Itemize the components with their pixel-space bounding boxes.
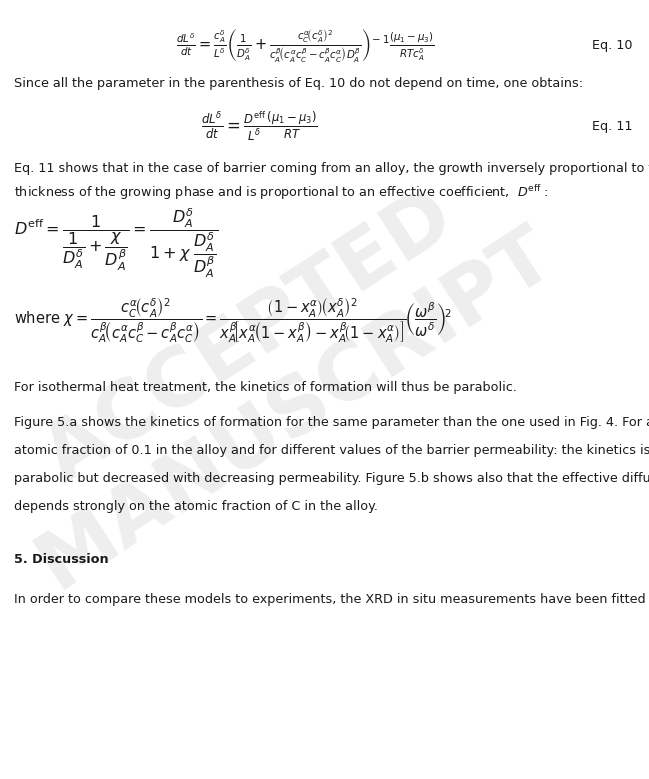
Text: parabolic but decreased with decreasing permeability. Figure 5.b shows also that: parabolic but decreased with decreasing … [14, 472, 649, 485]
Text: thickness of the growing phase and is proportional to an effective coefficient, : thickness of the growing phase and is pr… [14, 183, 549, 202]
Text: $\frac{dL^{\delta}}{dt} = \frac{D^{\mathrm{eff}}}{L^{\delta}}\frac{(\mu_{1}-\mu_: $\frac{dL^{\delta}}{dt} = \frac{D^{\math… [201, 110, 318, 143]
Text: Since all the parameter in the parenthesis of Eq. 10 do not depend on time, one : Since all the parameter in the parenthes… [14, 77, 583, 90]
Text: For isothermal heat treatment, the kinetics of formation will thus be parabolic.: For isothermal heat treatment, the kinet… [14, 382, 517, 394]
Text: $\frac{dL^{\delta}}{dt} = \frac{c_{A}^{\delta}}{L^{\delta}}\left(\frac{1}{D_{A}^: $\frac{dL^{\delta}}{dt} = \frac{c_{A}^{\… [176, 26, 434, 64]
Text: In order to compare these models to experiments, the XRD in situ measurements ha: In order to compare these models to expe… [14, 594, 649, 606]
Text: atomic fraction of 0.1 in the alloy and for different values of the barrier perm: atomic fraction of 0.1 in the alloy and … [14, 444, 649, 456]
Text: Eq. 11: Eq. 11 [593, 120, 633, 132]
Text: Eq. 10: Eq. 10 [593, 39, 633, 51]
Text: Figure 5.a shows the kinetics of formation for the same parameter than the one u: Figure 5.a shows the kinetics of formati… [14, 416, 649, 428]
Text: where $\chi = \dfrac{c_{C}^{\alpha}\!\left(c_{A}^{\delta}\right)^{2}}{c_{A}^{\be: where $\chi = \dfrac{c_{C}^{\alpha}\!\le… [14, 297, 452, 345]
Text: ACCEPTED
MANUSCRIPT: ACCEPTED MANUSCRIPT [0, 143, 567, 605]
Text: 5. Discussion: 5. Discussion [14, 553, 109, 566]
Text: $D^{\mathrm{eff}} = \dfrac{1}{\dfrac{1}{D_{A}^{\delta}} + \dfrac{\chi}{D_{A}^{\b: $D^{\mathrm{eff}} = \dfrac{1}{\dfrac{1}{… [14, 206, 219, 280]
Text: depends strongly on the atomic fraction of C in the alloy.: depends strongly on the atomic fraction … [14, 500, 378, 513]
Text: Eq. 11 shows that in the case of barrier coming from an alloy, the growth invers: Eq. 11 shows that in the case of barrier… [14, 162, 649, 174]
